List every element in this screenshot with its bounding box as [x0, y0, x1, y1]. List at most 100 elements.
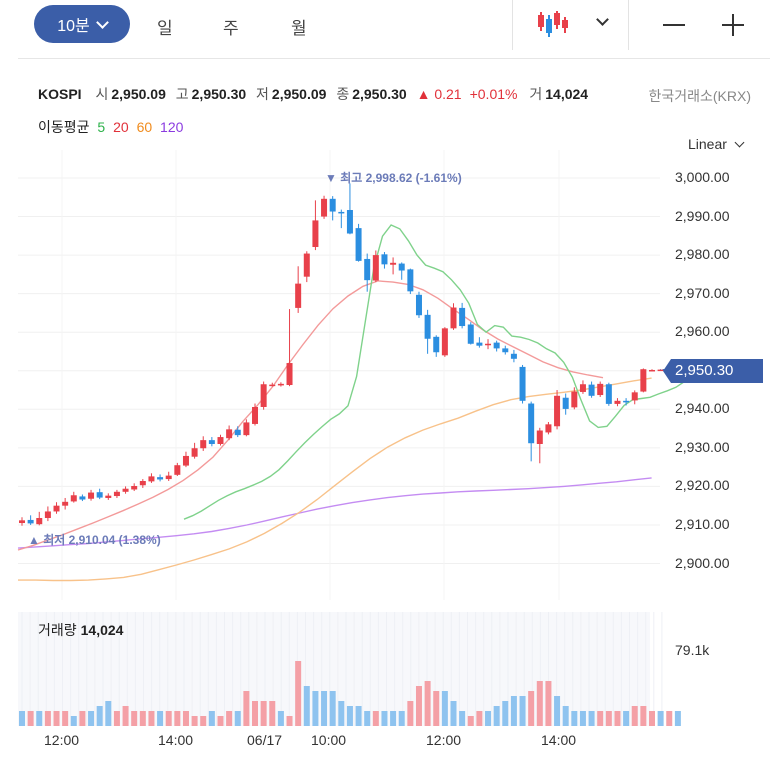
y-tick-label: 2,900.00 [675, 554, 730, 571]
toolbar-divider [628, 0, 629, 50]
scale-mode-dropdown[interactable]: Linear [688, 136, 745, 152]
volume-bar [424, 681, 431, 726]
volume-label: 거 [529, 86, 543, 102]
zoom-out-icon[interactable] [663, 24, 685, 26]
ma-legend-120: 120 [160, 119, 184, 135]
candle-body [372, 255, 379, 281]
volume-bar [113, 711, 120, 726]
period-dropdown-button[interactable]: 10분 [34, 5, 130, 43]
volume-bar [88, 711, 95, 726]
volume-bar [407, 701, 414, 726]
volume-panel-label: 거래량 [38, 622, 77, 638]
candle-body [208, 440, 215, 444]
volume-bar [493, 706, 500, 726]
ma-legend-20: 20 [113, 119, 129, 135]
volume-bar [122, 706, 129, 726]
candle-body [528, 403, 535, 444]
candle-body [53, 505, 60, 512]
tab-week[interactable]: 주 [223, 19, 239, 38]
candle-body [174, 465, 181, 475]
candle-body [450, 307, 457, 329]
volume-bar [295, 661, 302, 726]
high-annotation: ▼ 최고 2,998.62 (-1.61%) [325, 171, 462, 185]
y-tick-label: 3,000.00 [675, 169, 730, 185]
volume-bar [381, 711, 388, 726]
candle-body [493, 342, 500, 349]
volume-bar [605, 711, 612, 726]
y-tick-label: 2,910.00 [675, 515, 730, 532]
toolbar-separator [18, 58, 770, 59]
tab-day[interactable]: 일 [157, 19, 173, 38]
volume-bar [208, 711, 215, 726]
candle-body [381, 254, 388, 265]
candle-body [277, 383, 284, 386]
volume-bar [364, 711, 371, 726]
volume-bar [398, 711, 405, 726]
volume-bar [657, 711, 664, 726]
candle-body [113, 491, 120, 497]
candle-body [519, 366, 526, 401]
volume-bar [53, 711, 60, 726]
scale-mode-label: Linear [688, 136, 727, 152]
toolbar: 10분 일 주 월 [0, 0, 771, 50]
volume-axis-max: 79.1k [675, 642, 710, 658]
volume-bar [174, 711, 181, 726]
candle-body [623, 400, 630, 403]
volume-bar [269, 701, 276, 726]
volume-bar [338, 701, 345, 726]
volume-bar [200, 716, 207, 726]
volume-bar [510, 696, 517, 726]
candle-body [19, 520, 25, 524]
candle-body [510, 353, 517, 359]
candle-body [407, 269, 414, 292]
volume-bar [562, 706, 569, 726]
x-tick-label: 14:00 [158, 732, 194, 748]
candle-body [588, 384, 595, 396]
volume-bar [485, 711, 492, 726]
candle-body [390, 262, 397, 265]
volume-bar [623, 711, 630, 726]
x-tick-label: 14:00 [541, 732, 577, 748]
candle-body [303, 253, 310, 277]
volume-bar [554, 696, 561, 726]
volume-bar [96, 706, 103, 726]
candle-body [338, 211, 345, 214]
volume-bar [329, 691, 336, 726]
candle-body [260, 384, 267, 407]
candle-body [62, 501, 69, 506]
candlestick-chart-type-icon[interactable] [537, 9, 569, 39]
candle-body [105, 495, 112, 498]
y-tick-label: 2,920.00 [675, 477, 730, 494]
current-price-tag: 2,950.30 [663, 359, 763, 383]
volume-bar [536, 681, 543, 726]
low-value: 2,950.09 [271, 86, 327, 102]
candle-body [485, 343, 492, 346]
candle-body [571, 391, 578, 408]
volume-bar [191, 716, 198, 726]
volume-bar [648, 711, 655, 726]
open-label: 시 [95, 86, 109, 102]
high-label: 고 [175, 86, 189, 102]
close-label: 종 [336, 86, 350, 102]
change-value: ▲ 0.21 [416, 86, 462, 102]
volume-bar [614, 711, 621, 726]
y-tick-label: 2,970.00 [675, 284, 730, 301]
volume-bar [27, 711, 34, 726]
candle-body [648, 369, 655, 372]
volume-bar [139, 711, 146, 726]
candle-body [545, 424, 552, 433]
candle-body [36, 518, 43, 525]
period-label: 10분 [57, 18, 90, 35]
candle-body [182, 455, 189, 466]
volume-bar [372, 711, 379, 726]
candle-body [27, 519, 34, 524]
ma-60-line [18, 377, 652, 582]
candle-body [597, 383, 604, 396]
volume-bar [131, 711, 138, 726]
candle-body [286, 363, 293, 386]
candle-body [467, 324, 474, 344]
candle-body [217, 437, 224, 444]
tab-month[interactable]: 월 [291, 19, 307, 38]
volume-bar [631, 706, 638, 726]
